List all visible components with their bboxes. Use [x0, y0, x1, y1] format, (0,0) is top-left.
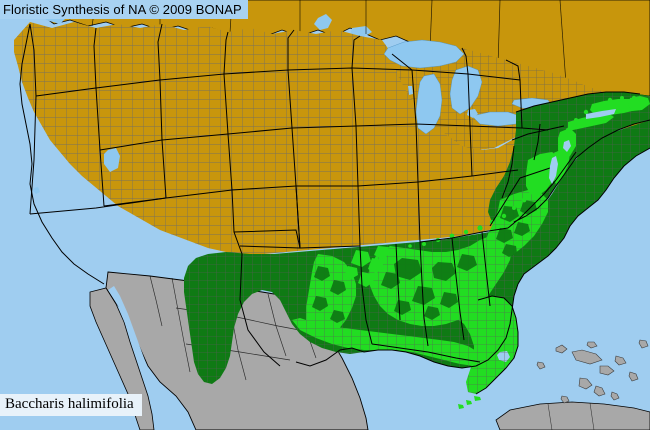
cuba-borders — [547, 402, 595, 430]
deep-south-absent-counties — [381, 254, 477, 320]
absent-northeast-county-lines — [392, 44, 610, 150]
delaware-bay — [563, 140, 571, 152]
lake-superior — [383, 39, 465, 69]
florida-county-lines — [404, 296, 518, 394]
present-counties-scattered-interior — [408, 95, 637, 248]
absent-county-lines — [14, 22, 650, 254]
state-borders — [29, 23, 641, 367]
lake-canada-1 — [314, 14, 332, 30]
region-cuba — [495, 401, 650, 430]
region-bahamas — [536, 339, 649, 404]
long-island-sound — [586, 109, 616, 119]
florida-keys — [458, 396, 481, 409]
lake-winnebago — [408, 86, 413, 95]
lake-michigan — [415, 73, 443, 135]
chesapeake-bay — [549, 156, 558, 184]
coastline — [19, 23, 650, 395]
lake-great-salt — [104, 148, 120, 172]
east-texas-absent-counties — [312, 266, 346, 323]
species-name-label: Baccharis halimifolia — [0, 394, 142, 416]
gulf-of-california — [108, 286, 168, 424]
map-title: Floristic Synthesis of NA © 2009 BONAP — [0, 0, 248, 19]
present-counties-long-island — [568, 113, 614, 131]
lake-tahoe — [33, 187, 40, 194]
lake-huron — [449, 65, 483, 115]
gulf-coast-county-lines — [292, 318, 482, 366]
